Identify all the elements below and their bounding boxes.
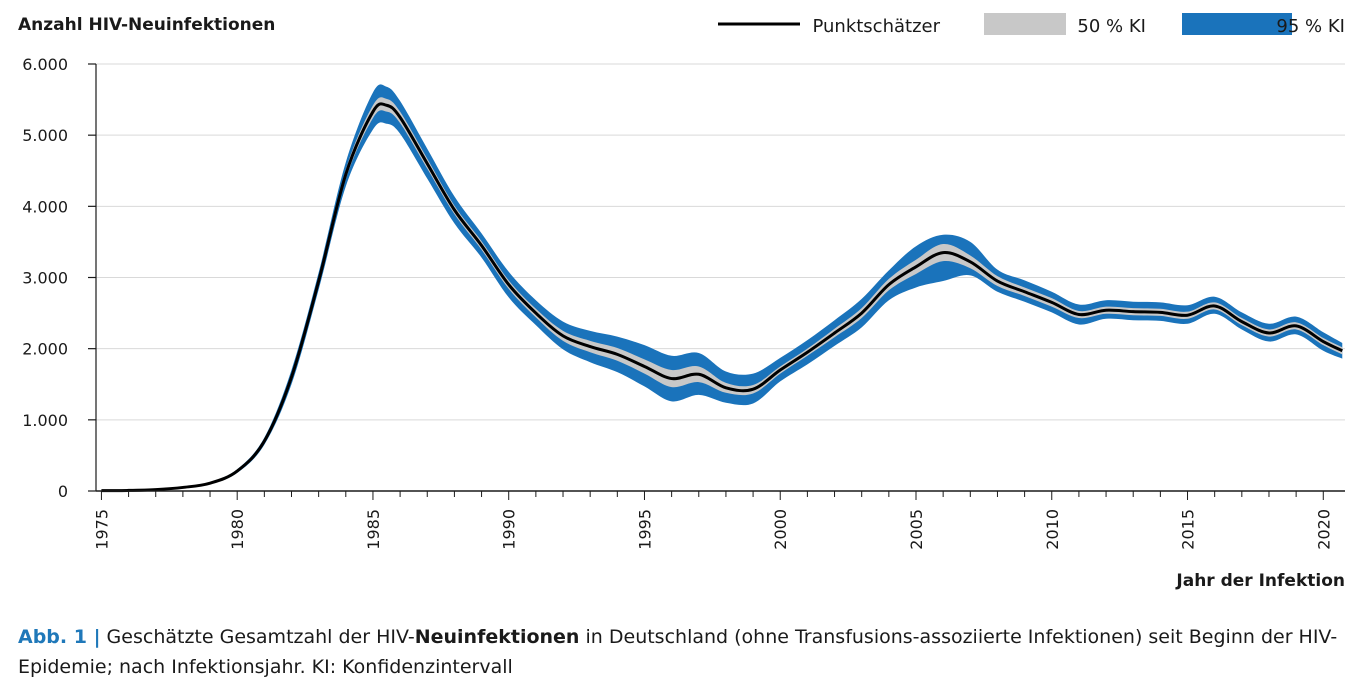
legend-swatch-50-ki (984, 13, 1066, 35)
y-tick-label: 1.000 (22, 411, 68, 430)
x-tick-label: 2000 (771, 509, 790, 550)
figure-caption: Abb. 1 | Geschätzte Gesamtzahl der HIV-N… (18, 622, 1348, 682)
band-95-ki (101, 84, 1343, 491)
y-tick-label: 5.000 (22, 126, 68, 145)
x-tick-label: 1980 (228, 509, 247, 550)
legend-swatch-95-ki (1182, 13, 1292, 35)
point-estimate-layer (101, 102, 1343, 493)
x-tick-label: 2015 (1179, 509, 1198, 550)
y-axis-title: Anzahl HIV-Neuinfektionen (18, 15, 275, 35)
y-tick-label: 3.000 (22, 269, 68, 288)
y-tick-label: 0 (58, 482, 68, 501)
y-tick-label: 4.000 (22, 197, 68, 216)
x-tick-label: 2005 (907, 509, 926, 550)
axes: 0 1.000 2.000 3.000 4.000 5.000 6.000 1975 1980 1… (18, 15, 1345, 591)
x-tick-label: 2010 (1043, 509, 1062, 550)
band-95-layer (101, 84, 1343, 491)
chart-svg: 0 1.000 2.000 3.000 4.000 5.000 6.000 1975 1980 1… (18, 13, 1345, 591)
caption-text-before: Geschätzte Gesamtzahl der HIV- (100, 626, 415, 648)
legend: Punktschätzer 50 % KI 95 % KI (718, 13, 1345, 37)
x-tick-label: 1985 (364, 509, 383, 550)
legend-label: Punktschätzer (812, 16, 940, 37)
caption-text-bold: Neuinfektionen (414, 626, 580, 648)
point-estimate-line (101, 102, 1343, 493)
x-axis-title: Jahr der Infektion (1175, 571, 1345, 591)
x-tick-label: 2020 (1314, 509, 1333, 550)
y-tick-label: 6.000 (22, 55, 68, 74)
gridlines (96, 63, 1345, 421)
band-50-layer (101, 97, 1343, 491)
caption-label: Abb. 1 | (18, 626, 101, 648)
x-tick-label: 1995 (635, 509, 654, 550)
legend-label: 50 % KI (1077, 16, 1146, 37)
y-tick-label: 2.000 (22, 340, 68, 359)
band-50-ki (101, 97, 1343, 491)
x-tick-label: 1975 (92, 509, 111, 550)
caption-text-after: in Deutschland (ohne Transfusions-assozi… (18, 626, 1338, 678)
hiv-infections-chart: 0 1.000 2.000 3.000 4.000 5.000 6.000 1975 1980 1… (18, 13, 1345, 591)
x-tick-label: 1990 (500, 509, 519, 550)
legend-label: 95 % KI (1276, 16, 1345, 37)
